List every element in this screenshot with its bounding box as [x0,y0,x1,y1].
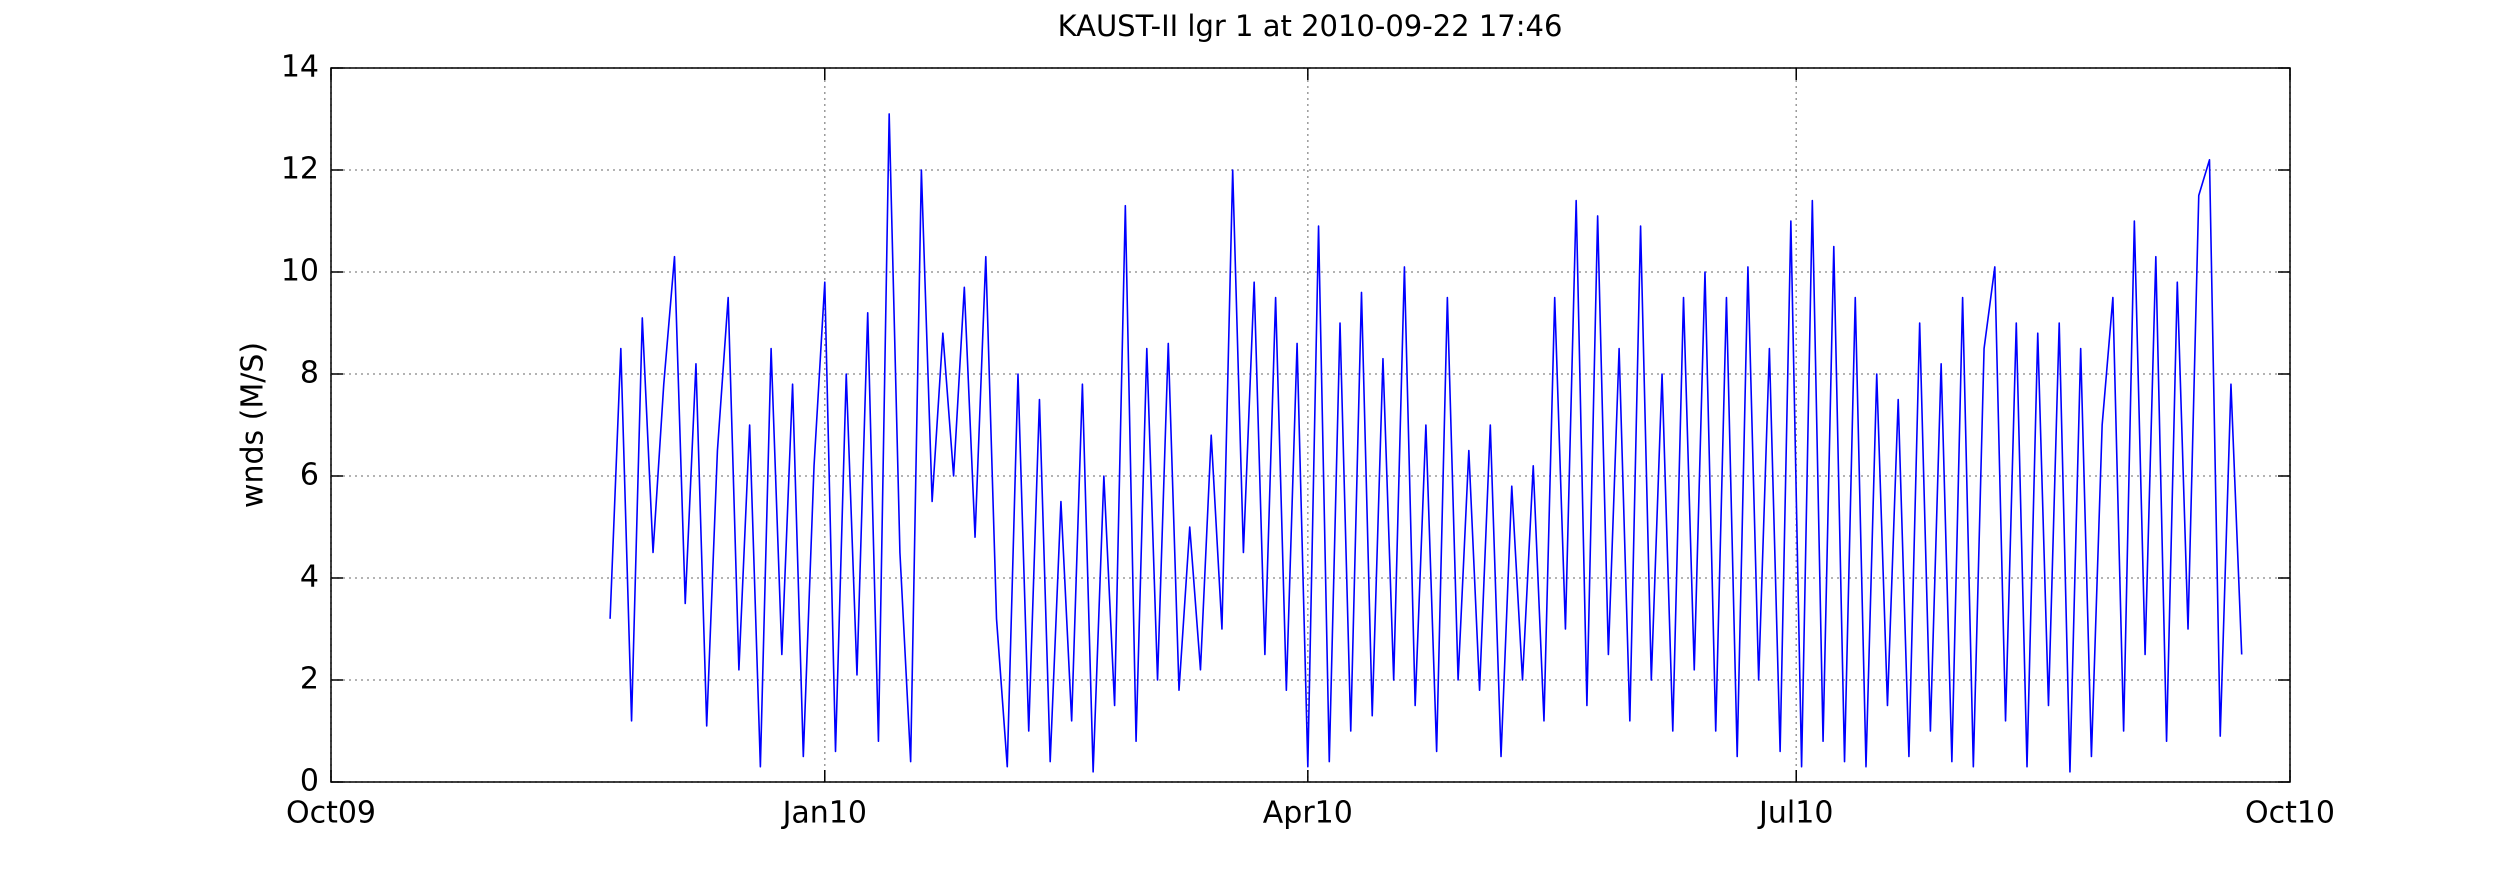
x-tick-label: Oct10 [2245,796,2335,831]
x-tick-label: Oct09 [286,796,376,831]
y-axis-label: wnds (M/S) [236,342,271,508]
y-tick-label: 12 [281,152,319,187]
chart-title: KAUST-II lgr 1 at 2010-09-22 17:46 [1058,9,1563,43]
y-tick-label: 0 [300,764,319,799]
x-tick-label: Jul10 [1757,796,1833,831]
x-tick-label: Jan10 [781,796,867,831]
x-tick-label: Apr10 [1263,796,1353,831]
y-tick-label: 4 [300,560,319,595]
plot-frame [330,67,2291,783]
data-line [609,113,2243,773]
y-tick-label: 6 [300,458,319,493]
y-tick-label: 10 [281,254,319,289]
y-tick-label: 2 [300,662,319,697]
y-tick-label: 8 [300,356,319,391]
y-tick-label: 14 [281,50,319,85]
